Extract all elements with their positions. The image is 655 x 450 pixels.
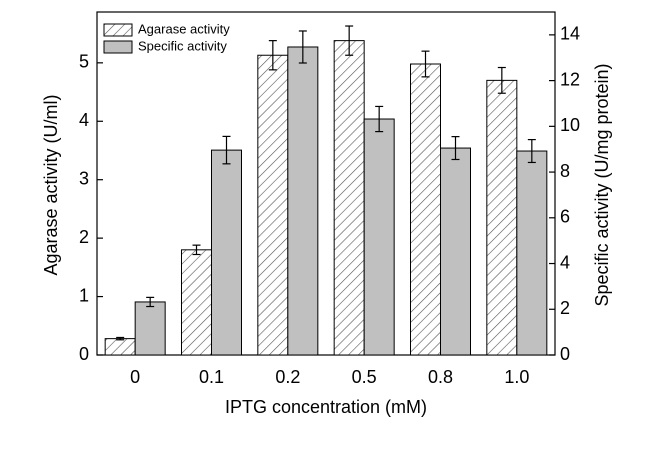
plot-frame xyxy=(96,11,556,356)
bar xyxy=(516,150,548,356)
bar xyxy=(363,118,395,356)
y2-tick-label: 6 xyxy=(560,207,570,227)
bar xyxy=(333,40,365,356)
legend-swatch xyxy=(103,40,133,54)
bar xyxy=(104,338,136,356)
x-tick-label: 0.2 xyxy=(275,367,300,387)
y2-tick-label: 14 xyxy=(560,24,580,44)
legend-swatch xyxy=(103,23,133,37)
y2-axis-label: Specific activity (U/mg protein) xyxy=(592,63,612,306)
y-tick-label: 4 xyxy=(79,110,89,130)
y2-tick-label: 2 xyxy=(560,298,570,318)
x-tick-label: 0.8 xyxy=(428,367,453,387)
y2-tick-label: 8 xyxy=(560,161,570,181)
y2-tick-label: 0 xyxy=(560,344,570,364)
y2-tick-label: 10 xyxy=(560,115,580,135)
y2-tick-label: 12 xyxy=(560,69,580,89)
y-tick-label: 1 xyxy=(79,285,89,305)
bar xyxy=(410,63,441,356)
legend-label: Agarase activity xyxy=(138,21,230,36)
y-tick-label: 5 xyxy=(79,52,89,72)
y-tick-label: 0 xyxy=(79,344,89,364)
bar xyxy=(440,147,471,356)
y-axis-label: Agarase activity (U/ml) xyxy=(41,94,61,275)
bar xyxy=(287,46,319,356)
bar xyxy=(257,54,289,356)
x-tick-label: 0.5 xyxy=(352,367,377,387)
x-axis-label: IPTG concentration (mM) xyxy=(225,397,427,417)
legend-label: Specific activity xyxy=(138,38,227,53)
x-tick-label: 0 xyxy=(130,367,140,387)
x-tick-label: 1.0 xyxy=(504,367,529,387)
bar xyxy=(134,301,166,356)
bar xyxy=(211,149,242,356)
bar xyxy=(181,249,212,356)
y2-tick-label: 4 xyxy=(560,252,570,272)
y-tick-label: 3 xyxy=(79,168,89,188)
bar xyxy=(486,79,518,356)
x-tick-label: 0.1 xyxy=(199,367,224,387)
y-tick-label: 2 xyxy=(79,227,89,247)
